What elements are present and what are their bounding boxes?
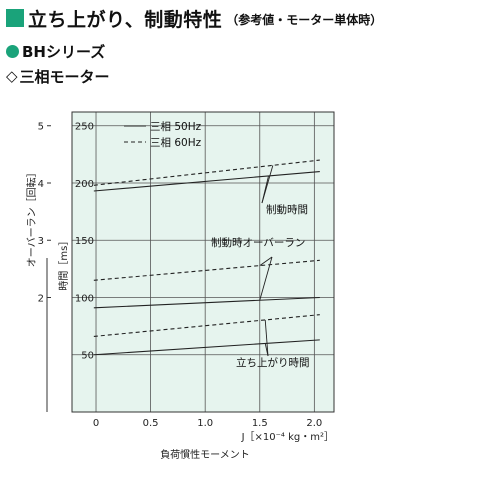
- subtitle-text: 三相モーター: [19, 67, 110, 86]
- series-heading: BHシリーズ: [6, 40, 105, 62]
- leader-line-startup_time-1: [264, 319, 269, 357]
- title-note: （参考値・モーター単体時）: [226, 13, 383, 27]
- time-tick-label: 250: [75, 122, 94, 133]
- diamond-icon: ◇: [6, 67, 18, 85]
- annotation-braking_time: 制動時間: [266, 203, 308, 216]
- annotation-startup_time: 立ち上がり時間: [236, 356, 310, 369]
- time-tick-label: 100: [75, 293, 94, 304]
- subtitle-heading: ◇ 三相モーター: [6, 65, 110, 87]
- title-square-icon: [6, 9, 24, 27]
- series-line-braking_time-60Hz: [93, 159, 320, 186]
- x-tick-label: 0: [93, 418, 99, 429]
- leader-line-overrun-1: [259, 256, 273, 266]
- x-axis-label: J［×10⁻⁴ kg・m²］: [241, 431, 334, 443]
- series-line-startup_time-50Hz: [93, 339, 320, 356]
- x-axis-sublabel: 負荷慣性モーメント: [160, 448, 250, 461]
- series-line-startup_time-60Hz: [93, 314, 320, 337]
- time-tick-label: 200: [75, 179, 94, 190]
- overrun-tick-label: 5: [38, 122, 44, 133]
- overrun-tick-label: 2: [38, 293, 44, 304]
- series-line-braking_time-50Hz: [93, 170, 320, 192]
- series-line-overrun-60Hz: [93, 259, 320, 281]
- overrun-tick-label: 3: [38, 236, 44, 247]
- legend-label-0: 三相 50Hz: [150, 120, 202, 133]
- x-tick-label: 1.0: [197, 418, 213, 429]
- page-title: 立ち上がり、制動特性 （参考値・モーター単体時）: [6, 4, 382, 32]
- plot-area: [72, 112, 334, 412]
- leader-line-overrun-0: [259, 256, 273, 301]
- bullet-dot-icon: [6, 44, 19, 58]
- leader-line-braking_time-1: [261, 165, 274, 204]
- time-tick-label: 50: [81, 351, 94, 362]
- title-text: 立ち上がり、制動特性: [28, 8, 223, 31]
- overrun-tick-label: 4: [38, 179, 44, 190]
- x-tick-label: 0.5: [143, 418, 159, 429]
- series-line-overrun-50Hz: [93, 296, 320, 309]
- x-tick-label: 2.0: [306, 418, 322, 429]
- plot-frame: [71, 111, 335, 413]
- annotation-overrun: 制動時オーバーラン: [211, 236, 305, 249]
- time-axis-label: 時間［ms］: [58, 236, 70, 291]
- time-tick-label: 150: [75, 236, 94, 247]
- overrun-axis-label: オーバーラン［回転］: [26, 167, 38, 267]
- series-name: BHシリーズ: [22, 42, 106, 61]
- legend-label-1: 三相 60Hz: [150, 136, 202, 149]
- x-tick-label: 1.5: [252, 418, 268, 429]
